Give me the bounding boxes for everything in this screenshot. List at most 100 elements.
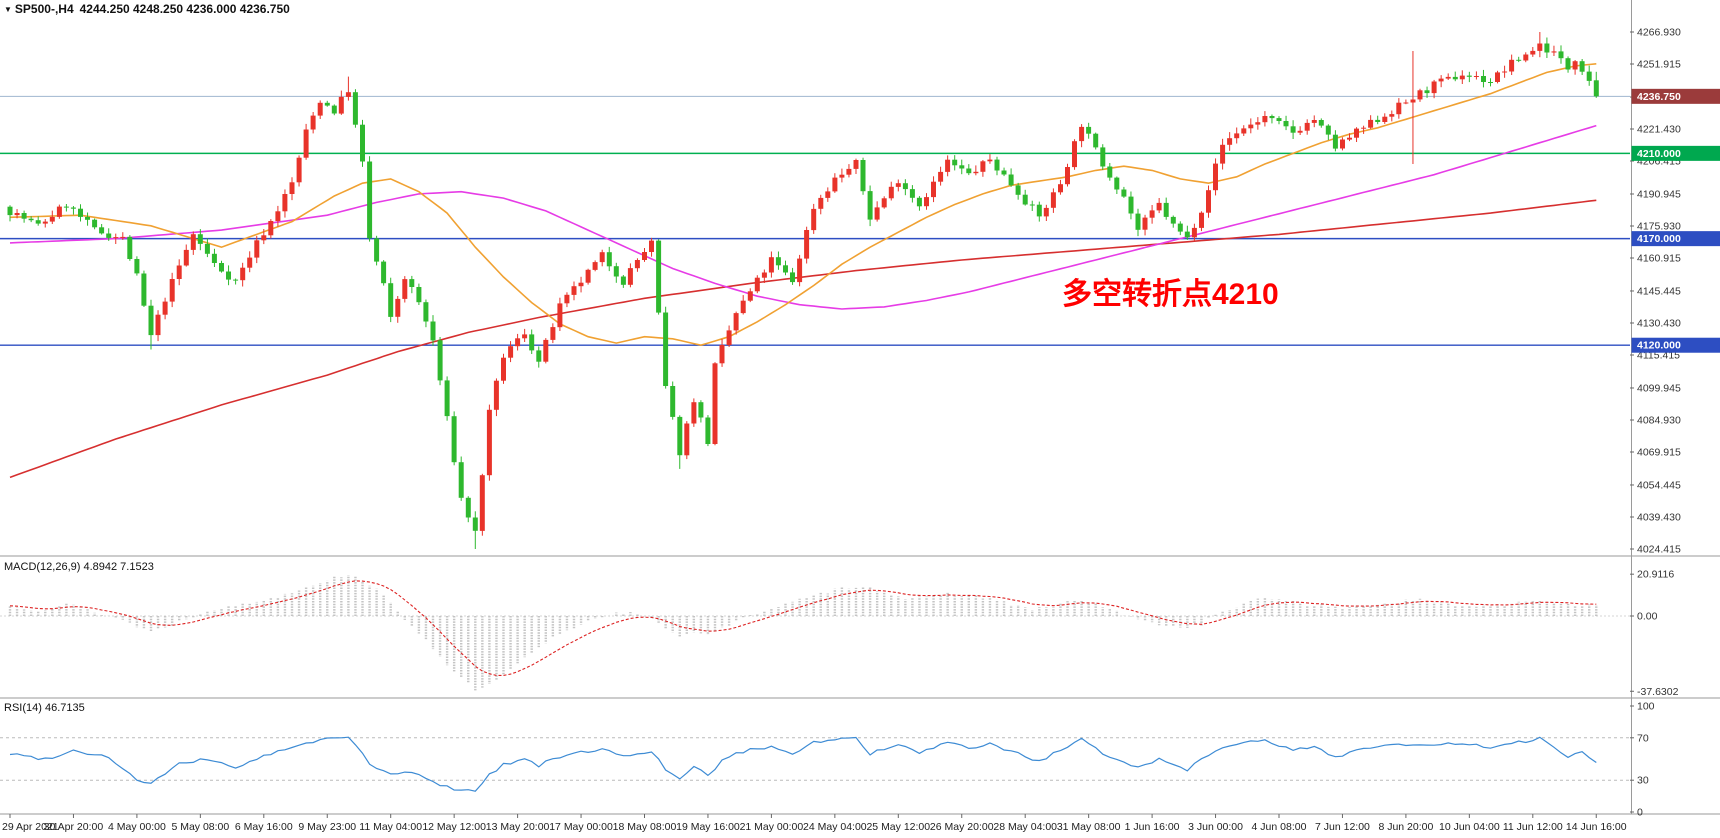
candle-body bbox=[1065, 167, 1070, 185]
ma-fast-orange bbox=[9, 63, 1597, 347]
candle-body bbox=[388, 283, 394, 317]
candle-body bbox=[543, 339, 549, 362]
candle-body bbox=[1058, 184, 1063, 193]
candle-body bbox=[1495, 72, 1500, 82]
annotation-text: 多空转折点4210 bbox=[1062, 278, 1279, 311]
candle-body bbox=[70, 207, 76, 209]
candle-body bbox=[92, 219, 98, 228]
time-axis-label: 13 May 20:00 bbox=[486, 821, 550, 833]
candle-body bbox=[1558, 51, 1564, 59]
candle-body bbox=[952, 159, 958, 166]
candle-body bbox=[839, 174, 845, 178]
candle-body bbox=[1593, 80, 1599, 97]
rsi-tick-label: 100 bbox=[1637, 701, 1655, 713]
candle-body bbox=[557, 303, 563, 328]
candle-body bbox=[1142, 217, 1148, 230]
candle-body bbox=[1227, 138, 1233, 145]
candle-body bbox=[1276, 118, 1282, 121]
collapse-arrow-icon[interactable]: ▼ bbox=[4, 5, 12, 14]
candle-body bbox=[797, 258, 803, 283]
candle-body bbox=[1163, 202, 1169, 217]
candle-body bbox=[1537, 43, 1543, 51]
candle-body bbox=[966, 168, 972, 174]
candle-body bbox=[811, 208, 817, 231]
candle-body bbox=[1199, 212, 1204, 228]
price-tick-label: 4190.945 bbox=[1637, 188, 1681, 200]
candle-body bbox=[508, 346, 514, 358]
candle-body bbox=[994, 159, 1000, 171]
candle-body bbox=[1149, 210, 1155, 218]
candle-body bbox=[331, 105, 337, 114]
candle-body bbox=[35, 220, 41, 224]
candle-body bbox=[1509, 59, 1515, 72]
candle-body bbox=[663, 312, 669, 386]
candle-body bbox=[395, 298, 401, 317]
candle-body bbox=[1100, 147, 1106, 167]
candle-body bbox=[550, 327, 556, 340]
candle-body bbox=[804, 230, 810, 259]
candle-body bbox=[1438, 78, 1444, 82]
candle-body bbox=[1128, 196, 1134, 214]
candle-body bbox=[874, 207, 880, 220]
candle-body bbox=[987, 159, 993, 162]
candle-body bbox=[1008, 174, 1014, 186]
candle-body bbox=[1241, 128, 1247, 134]
candle-body bbox=[705, 417, 711, 444]
candle-body bbox=[1255, 122, 1261, 125]
candle-body bbox=[1170, 216, 1176, 224]
candle-body bbox=[176, 265, 182, 279]
time-axis-label: 3 Jun 00:00 bbox=[1188, 821, 1243, 833]
time-axis-label: 10 Jun 04:00 bbox=[1439, 821, 1500, 833]
candle-body bbox=[148, 305, 154, 336]
candle-body bbox=[818, 197, 824, 209]
candle-body bbox=[1424, 90, 1430, 94]
candle-body bbox=[28, 218, 34, 221]
candle-body bbox=[402, 279, 408, 299]
candle-body bbox=[486, 409, 492, 476]
candle-body bbox=[768, 257, 774, 273]
candle-body bbox=[620, 276, 626, 285]
candle-body bbox=[282, 194, 288, 212]
candle-body bbox=[493, 380, 499, 410]
candle-body bbox=[289, 182, 295, 194]
candle-body bbox=[444, 380, 450, 417]
candle-body bbox=[1544, 43, 1550, 53]
chart-header: ▼ SP500-,H4 4244.250 4248.250 4236.000 423… bbox=[4, 2, 290, 16]
candle-body bbox=[1502, 71, 1508, 73]
level-4120-tag-label: 4120.000 bbox=[1637, 340, 1681, 352]
candle-body bbox=[338, 96, 344, 114]
candle-body bbox=[1015, 185, 1021, 195]
candle-body bbox=[1318, 120, 1324, 126]
candle-body bbox=[740, 300, 746, 314]
candle-body bbox=[1135, 213, 1141, 230]
candle-body bbox=[360, 124, 365, 162]
candle-body bbox=[529, 334, 535, 351]
time-axis-label: 19 May 16:00 bbox=[676, 821, 740, 833]
candle-body bbox=[437, 340, 443, 381]
price-tick-label: 4251.915 bbox=[1637, 59, 1681, 71]
time-axis-label: 28 May 04:00 bbox=[993, 821, 1057, 833]
candle-body bbox=[1121, 189, 1127, 197]
candle-body bbox=[1093, 133, 1099, 148]
candle-body bbox=[1396, 102, 1402, 115]
candle-body bbox=[832, 177, 838, 192]
candle-body bbox=[1114, 177, 1120, 190]
macd-tick-label: 20.9116 bbox=[1637, 569, 1674, 581]
candle-body bbox=[790, 272, 795, 283]
candle-body bbox=[226, 271, 231, 280]
candle-body bbox=[204, 243, 210, 254]
time-axis-label: 21 May 00:00 bbox=[740, 821, 804, 833]
candle-body bbox=[973, 171, 979, 174]
candle-body bbox=[1403, 102, 1409, 104]
candle-body bbox=[606, 252, 612, 267]
candle-body bbox=[599, 252, 605, 263]
candle-body bbox=[233, 279, 239, 281]
price-tick-label: 4175.930 bbox=[1637, 220, 1681, 232]
time-axis-label: 18 May 08:00 bbox=[613, 821, 677, 833]
candle-body bbox=[141, 273, 147, 306]
candle-body bbox=[1001, 170, 1007, 175]
candle-body bbox=[1107, 166, 1113, 178]
candle-body bbox=[1410, 99, 1416, 103]
